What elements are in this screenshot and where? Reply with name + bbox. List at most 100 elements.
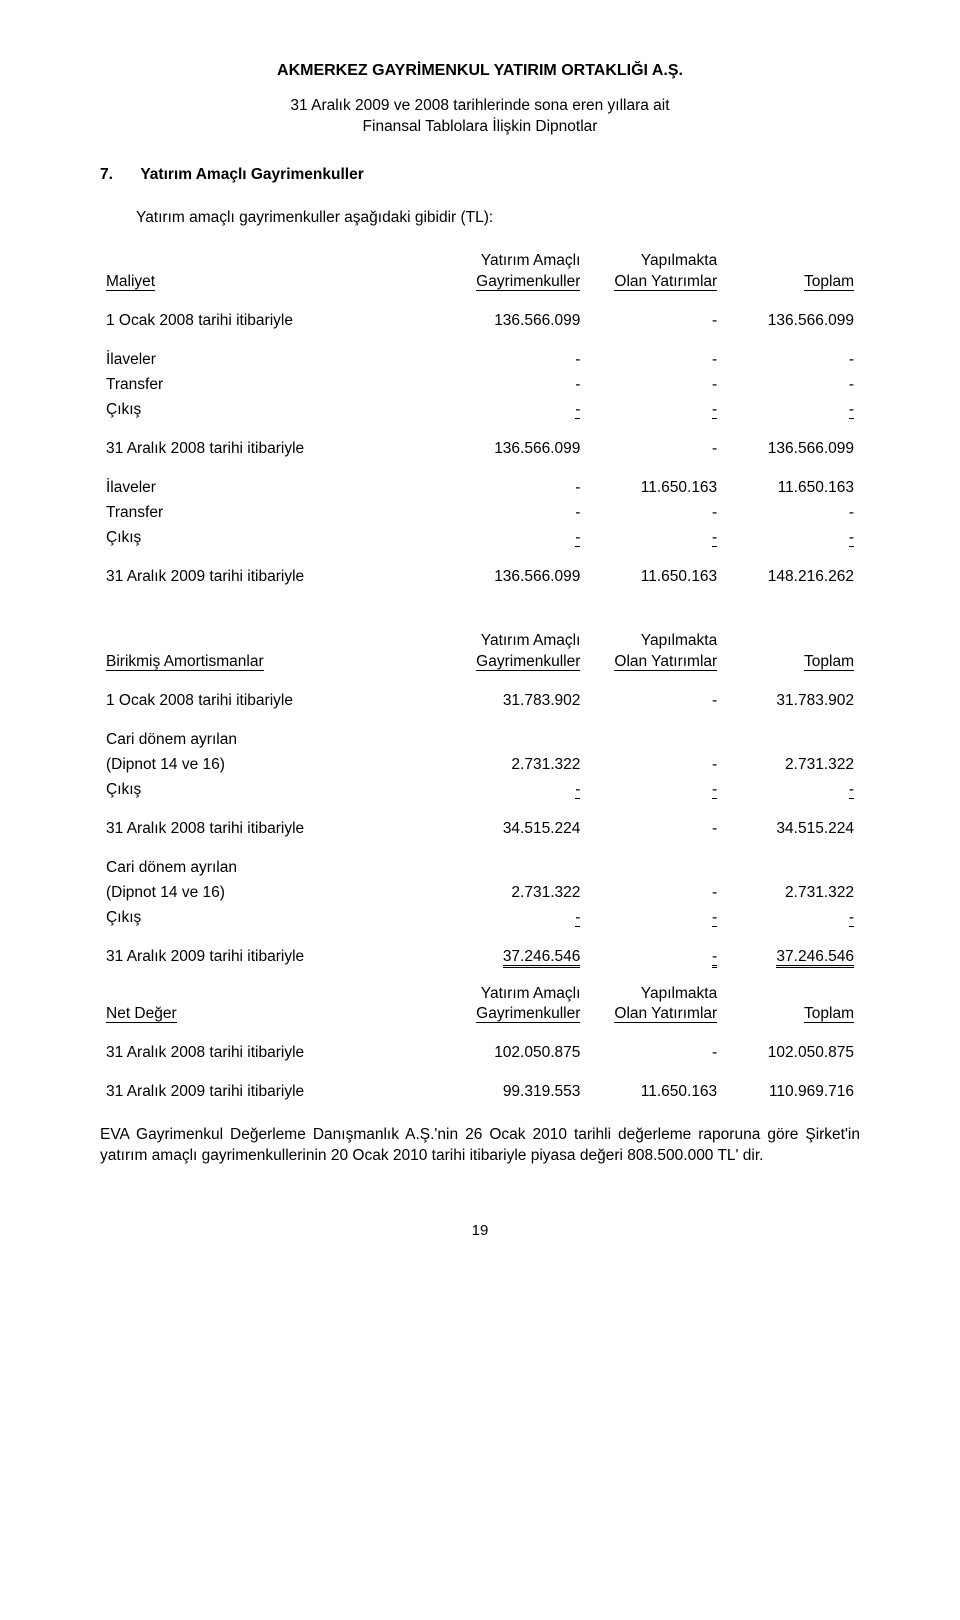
cell: - [434, 476, 586, 501]
table-row: 31 Aralık 2009 tarihi itibariyle 136.566… [100, 565, 860, 590]
table-row: Çıkış - - - [100, 906, 860, 931]
table-amortismanlar: Birikmiş Amortismanlar Yatırım AmaçlıGay… [100, 629, 860, 969]
table-row: Çıkış - - - [100, 778, 860, 803]
table-row: (Dipnot 14 ve 16) 2.731.322 - 2.731.322 [100, 881, 860, 906]
cell: 11.650.163 [586, 565, 723, 590]
row-label: İlaveler [100, 348, 434, 373]
cell: 34.515.224 [434, 817, 586, 842]
cell: 136.566.099 [434, 565, 586, 590]
section-number: 7. [100, 165, 136, 186]
col2-header-line1: Yatırım Amaçlı [481, 985, 581, 1002]
col3-header-line1: Yapılmakta [641, 985, 717, 1002]
col2-header-line2: Gayrimenkuller [476, 1005, 580, 1023]
col4-header: Toplam [804, 273, 854, 291]
row-label: 31 Aralık 2008 tarihi itibariyle [100, 437, 434, 462]
row-label: Transfer [100, 501, 434, 526]
section-heading-row: 7. Yatırım Amaçlı Gayrimenkuller [100, 165, 860, 186]
cell: 31.783.902 [723, 689, 860, 714]
row-label: (Dipnot 14 ve 16) [100, 753, 434, 778]
cell: - [575, 401, 580, 419]
table-row: (Dipnot 14 ve 16) 2.731.322 - 2.731.322 [100, 753, 860, 778]
col3-header-line2: Olan Yatırımlar [614, 653, 717, 671]
cell: - [712, 781, 717, 799]
cell: - [586, 373, 723, 398]
cell: - [712, 909, 717, 927]
cell: - [586, 348, 723, 373]
cell: - [434, 348, 586, 373]
table-netdeger: Net Değer Yatırım Amaçlı Gayrimenkuller Y… [100, 982, 860, 1106]
table-row: Cari dönem ayrılan [100, 856, 860, 881]
row-label: Transfer [100, 373, 434, 398]
cell: 102.050.875 [434, 1041, 586, 1066]
cell: 2.731.322 [434, 881, 586, 906]
cell: - [575, 529, 580, 547]
table-row: 31 Aralık 2008 tarihi itibariyle 136.566… [100, 437, 860, 462]
cell: - [586, 501, 723, 526]
col2-header-line2: Gayrimenkuller [476, 653, 580, 671]
row-label: 1 Ocak 2008 tarihi itibariyle [100, 689, 434, 714]
cell: 136.566.099 [434, 309, 586, 334]
col2-header-line1: Yatırım Amaçlı [481, 632, 581, 649]
row-label: Çıkış [100, 778, 434, 803]
col4-header: Toplam [804, 1005, 854, 1023]
table-row: İlaveler - - - [100, 348, 860, 373]
table-header-row: Net Değer Yatırım Amaçlı Gayrimenkuller Y… [100, 982, 860, 1028]
cell: - [712, 401, 717, 419]
col2-header-line1: Yatırım Amaçlı [481, 252, 581, 269]
table-row: Cari dönem ayrılan [100, 728, 860, 753]
cell: 37.246.546 [776, 948, 854, 968]
cell: - [575, 909, 580, 927]
table-row: Çıkış - - - [100, 526, 860, 551]
row-label: (Dipnot 14 ve 16) [100, 881, 434, 906]
row-label: 31 Aralık 2008 tarihi itibariyle [100, 817, 434, 842]
cell: - [586, 817, 723, 842]
cell: - [434, 373, 586, 398]
row-label: Cari dönem ayrılan [100, 728, 434, 753]
table-row: 31 Aralık 2009 tarihi itibariyle 37.246.… [100, 945, 860, 970]
row-label: Cari dönem ayrılan [100, 856, 434, 881]
cell: 136.566.099 [723, 437, 860, 462]
table-row: 31 Aralık 2008 tarihi itibariyle 102.050… [100, 1041, 860, 1066]
cell: - [849, 909, 854, 927]
subtitle: 31 Aralık 2009 ve 2008 tarihlerinde sona… [100, 96, 860, 138]
cell: 2.731.322 [723, 753, 860, 778]
cell: - [723, 348, 860, 373]
cell: 37.246.546 [503, 948, 581, 968]
cell: - [723, 501, 860, 526]
cell: 148.216.262 [723, 565, 860, 590]
cell: - [712, 948, 717, 968]
col4-header: Toplam [804, 653, 854, 671]
cell: 136.566.099 [434, 437, 586, 462]
rowlabel-header: Net Değer [106, 1005, 177, 1023]
cell: 11.650.163 [586, 1080, 723, 1105]
row-label: Çıkış [100, 398, 434, 423]
cell: 34.515.224 [723, 817, 860, 842]
table-header-row: Birikmiş Amortismanlar Yatırım AmaçlıGay… [100, 629, 860, 675]
cell: 31.783.902 [434, 689, 586, 714]
table-row: 31 Aralık 2009 tarihi itibariyle 99.319.… [100, 1080, 860, 1105]
table-row: 1 Ocak 2008 tarihi itibariyle 136.566.09… [100, 309, 860, 334]
cell: - [586, 689, 723, 714]
cell: - [712, 529, 717, 547]
table-row: Transfer - - - [100, 373, 860, 398]
table-row: İlaveler - 11.650.163 11.650.163 [100, 476, 860, 501]
cell: - [586, 753, 723, 778]
cell: - [586, 437, 723, 462]
row-label: 31 Aralık 2009 tarihi itibariyle [100, 1080, 434, 1105]
col2-header-line2: Gayrimenkuller [476, 273, 580, 291]
row-label: 31 Aralık 2008 tarihi itibariyle [100, 1041, 434, 1066]
cell: - [586, 881, 723, 906]
table-row: Çıkış - - - [100, 398, 860, 423]
row-label: Çıkış [100, 526, 434, 551]
cell: 2.731.322 [723, 881, 860, 906]
cell: 136.566.099 [723, 309, 860, 334]
cell: - [723, 373, 860, 398]
cell: - [434, 501, 586, 526]
row-label: 31 Aralık 2009 tarihi itibariyle [100, 565, 434, 590]
page-number: 19 [100, 1221, 860, 1241]
cell: 2.731.322 [434, 753, 586, 778]
cell: - [575, 781, 580, 799]
table-row: Transfer - - - [100, 501, 860, 526]
table-row: 31 Aralık 2008 tarihi itibariyle 34.515.… [100, 817, 860, 842]
cell: - [586, 1041, 723, 1066]
